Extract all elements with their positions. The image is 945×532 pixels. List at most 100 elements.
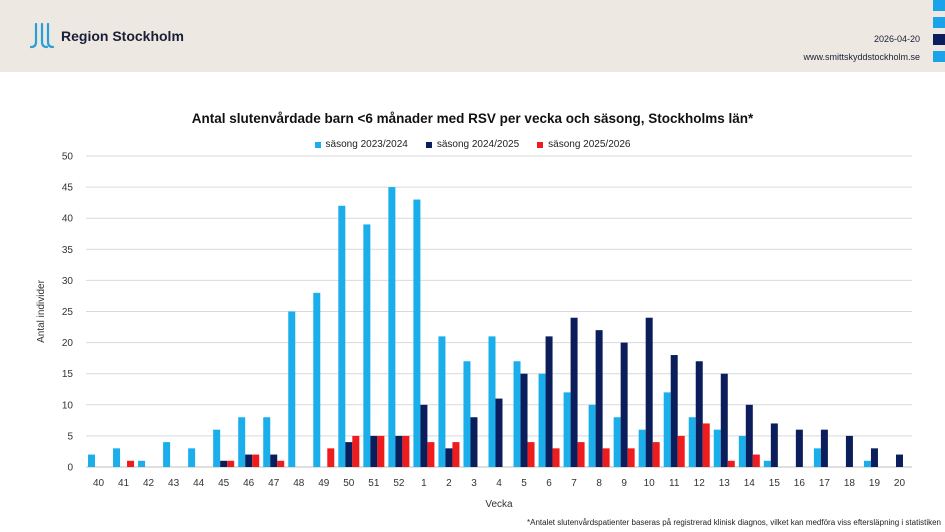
- x-tick-label: 15: [769, 478, 781, 489]
- y-tick-label: 50: [62, 152, 74, 163]
- bar-2024-2025: [520, 373, 528, 467]
- bar-2025-2026: [702, 423, 710, 467]
- y-axis-title: Antal individer: [36, 279, 47, 342]
- region-stockholm-logo-icon: [29, 22, 55, 49]
- y-tick-label: 10: [62, 400, 74, 411]
- bar-2023-2024: [663, 392, 671, 467]
- bar-2024-2025: [670, 355, 678, 467]
- bar-2023-2024: [88, 454, 96, 467]
- bar-2024-2025: [620, 342, 628, 467]
- legend-swatch-2024-2025: [425, 141, 432, 148]
- x-tick-label: 43: [168, 478, 180, 489]
- bar-2025-2026: [677, 435, 685, 467]
- y-tick-label: 0: [67, 463, 73, 474]
- bar-2025-2026: [627, 448, 635, 467]
- bar-2023-2024: [763, 460, 771, 467]
- legend-item-2023-2024: säsong 2023/2024: [314, 139, 408, 150]
- x-tick-label: 4: [496, 478, 502, 489]
- bar-2025-2026: [652, 442, 660, 467]
- bar-2025-2026: [602, 448, 610, 467]
- x-tick-label: 6: [546, 478, 552, 489]
- x-tick-label: 47: [268, 478, 280, 489]
- legend-label-2024-2025: säsong 2024/2025: [436, 139, 520, 150]
- bar-2024-2025: [820, 429, 828, 467]
- bar-2023-2024: [138, 460, 146, 467]
- bar-2024-2025: [470, 417, 478, 467]
- legend-swatch-2023-2024: [314, 141, 321, 148]
- bar-2025-2026: [352, 435, 360, 467]
- bar-2024-2025: [695, 361, 703, 467]
- bar-2024-2025: [420, 404, 428, 467]
- legend-item-2025-2026: säsong 2025/2026: [537, 139, 630, 150]
- bar-2023-2024: [613, 417, 621, 467]
- bar-2024-2025: [720, 373, 728, 467]
- bar-2023-2024: [538, 373, 546, 467]
- x-axis-title: Vecka: [485, 499, 513, 510]
- x-tick-label: 7: [571, 478, 577, 489]
- bar-2025-2026: [127, 460, 135, 467]
- strip-block-3: [933, 34, 945, 45]
- bar-2024-2025: [345, 442, 353, 467]
- bar-2025-2026: [752, 454, 760, 467]
- x-tick-label: 50: [343, 478, 355, 489]
- bar-2023-2024: [713, 429, 721, 467]
- bar-2023-2024: [738, 435, 746, 467]
- bar-2023-2024: [313, 292, 321, 467]
- bar-2025-2026: [552, 448, 560, 467]
- bar-2024-2025: [795, 429, 803, 467]
- y-tick-label: 25: [62, 307, 74, 318]
- x-tick-label: 45: [218, 478, 230, 489]
- bar-2024-2025: [845, 435, 853, 467]
- x-tick-label: 41: [118, 478, 130, 489]
- bar-2023-2024: [263, 417, 271, 467]
- x-tick-label: 1: [421, 478, 427, 489]
- bar-2024-2025: [645, 317, 653, 467]
- bar-2023-2024: [438, 336, 446, 467]
- legend-label-2023-2024: säsong 2023/2024: [325, 139, 408, 150]
- bar-2023-2024: [163, 442, 171, 467]
- y-tick-label: 15: [62, 369, 74, 380]
- y-tick-label: 40: [62, 214, 74, 225]
- bar-2023-2024: [688, 417, 696, 467]
- bar-2023-2024: [213, 429, 221, 467]
- region-stockholm-logo[interactable]: Region Stockholm: [26, 22, 184, 50]
- x-tick-label: 11: [669, 478, 680, 489]
- bar-2023-2024: [413, 199, 421, 468]
- bar-2024-2025: [495, 398, 503, 467]
- bar-2025-2026: [727, 460, 735, 467]
- x-tick-label: 46: [243, 478, 255, 489]
- bar-2025-2026: [227, 460, 235, 467]
- bar-2024-2025: [270, 454, 278, 467]
- bar-2024-2025: [570, 317, 578, 467]
- bar-2025-2026: [427, 442, 435, 467]
- chart-title: Antal slutenvårdade barn <6 månader med …: [191, 111, 754, 126]
- x-tick-label: 20: [894, 478, 906, 489]
- bar-2023-2024: [813, 448, 821, 467]
- x-tick-label: 3: [471, 478, 477, 489]
- bar-2023-2024: [238, 417, 246, 467]
- y-tick-label: 20: [62, 338, 74, 349]
- bar-2024-2025: [595, 330, 603, 467]
- x-tick-label: 2: [446, 478, 452, 489]
- bar-2023-2024: [863, 460, 871, 467]
- bar-2025-2026: [402, 435, 410, 467]
- x-tick-label: 52: [393, 478, 405, 489]
- bar-2024-2025: [220, 460, 228, 467]
- x-tick-label: 14: [744, 478, 756, 489]
- bar-2025-2026: [252, 454, 260, 467]
- bar-2025-2026: [377, 435, 385, 467]
- x-tick-label: 17: [819, 478, 831, 489]
- y-tick-label: 35: [62, 245, 74, 256]
- bar-2023-2024: [563, 392, 571, 467]
- logo-text: Region Stockholm: [61, 28, 184, 44]
- x-tick-label: 40: [93, 478, 105, 489]
- website-link[interactable]: www.smittskyddstockholm.se: [803, 52, 920, 62]
- bar-2023-2024: [388, 187, 396, 467]
- legend-swatch-2025-2026: [537, 141, 544, 148]
- footnote: *Antalet slutenvårdspatienter baseras på…: [527, 518, 941, 527]
- bar-2023-2024: [488, 336, 496, 467]
- bar-2023-2024: [588, 404, 596, 467]
- bar-2023-2024: [638, 429, 646, 467]
- bar-2023-2024: [363, 224, 371, 467]
- bar-2024-2025: [245, 454, 253, 467]
